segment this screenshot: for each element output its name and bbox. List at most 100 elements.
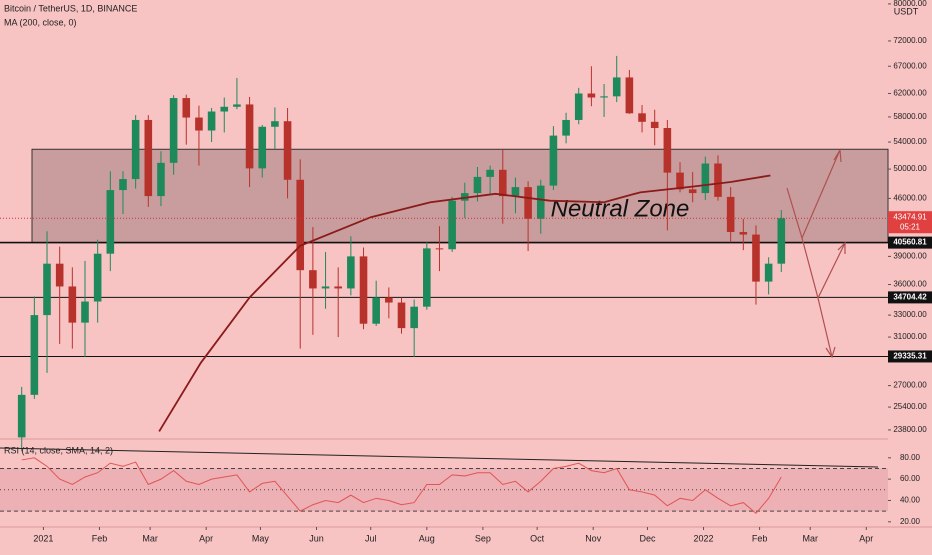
candle-body [385,297,393,303]
y-tick-label: 27000.00 [893,381,927,390]
x-tick-label: 2022 [694,533,714,543]
candle-body [461,193,469,201]
level-label: 34704.42 [893,293,927,302]
x-tick-label: May [252,533,270,543]
candle-body [663,128,672,173]
candle-body [321,286,330,289]
rsi-line [21,457,782,514]
y-tick-label: 54000.00 [893,137,927,146]
candle-body [549,135,558,186]
candle-body [486,169,494,177]
ma-line [158,174,771,432]
candle-body [233,104,241,107]
countdown: 05:21 [900,222,921,231]
candle-body [473,176,482,194]
x-tick-label: 2021 [33,533,53,543]
candle-body [612,77,621,97]
x-tick-label: Apr [199,533,213,543]
candle-body [81,301,89,323]
rsi-y-tick-label: 40.00 [900,496,921,505]
candle-body [30,315,39,395]
y-tick-label: 33000.00 [893,310,927,319]
x-tick-label: Feb [92,533,108,543]
last-price-label: 43474.91 [893,212,927,221]
x-tick-label: Jun [309,533,324,543]
y-tick-label: 72000.00 [893,36,927,45]
candle-body [296,179,305,271]
candle-body [574,93,583,120]
y-tick-label: 80000.00 [893,0,927,8]
candle-body [397,302,406,329]
candle-body [144,119,153,197]
candle-body [714,163,722,197]
x-tick-label: Jul [365,533,377,543]
rsi-trendline [0,447,879,468]
plot: Neutral Zone 80000.00 72000.00 67000.00 6200… [0,0,932,543]
candle-body [283,121,292,180]
y-tick-label: 46000.00 [893,193,927,202]
candle-body [68,286,77,323]
candle-body [334,286,342,289]
candle-body [536,185,545,219]
rsi-y-tick-label: 60.00 [900,474,921,483]
candle-body [498,169,507,197]
candle-body [625,77,634,114]
candle-body [448,200,456,250]
rsi-y-tick-label: 20.00 [900,517,921,526]
x-tick-label: Mar [802,533,818,543]
level-tag [888,291,932,304]
x-tick-label: Mar [142,533,158,543]
candle-body [562,119,570,136]
projection-arrow [817,297,836,359]
candle-body [435,248,444,250]
candle-body [169,98,178,163]
candle-body [309,270,317,289]
candle-body [131,119,140,180]
level-label: 29335.31 [893,352,927,361]
candle-body [726,196,735,233]
candle-body [207,111,216,131]
candle-body [676,172,684,190]
level-tag [888,350,932,363]
candle-body [195,117,203,131]
candle-body [764,263,773,282]
price-axis [888,0,932,550]
x-tick-label: Feb [752,533,768,543]
candle-body [587,93,596,98]
candle-body [93,253,102,302]
candle-body [17,394,26,438]
candle-body [524,187,532,219]
last-price-tag [888,211,932,234]
candle-body [347,256,355,289]
candle-body [271,121,279,127]
y-tick-label: 67000.00 [893,61,927,70]
currency: USDT [894,6,919,16]
rsi-legend: RSI (14, close, SMA, 14, 2) [4,445,113,455]
rsi-y-tick-label: 80.00 [900,453,921,462]
candle-body [258,126,267,169]
candle-body [777,218,786,264]
candle-body [650,121,659,129]
candle-body [119,179,127,191]
ma-legend: MA (200, close, 0) [4,17,77,27]
candle-body [220,106,229,112]
candle-body [157,162,165,197]
x-tick-label: Nov [585,533,602,543]
x-tick-label: Dec [639,533,656,543]
y-tick-label: 50000.00 [893,164,927,173]
candle-body [43,263,51,316]
level-label: 40560.81 [893,238,927,247]
chart-title: Bitcoin / TetherUS, 1D, BINANCE [4,3,137,13]
y-tick-label: 39000.00 [893,252,927,261]
y-tick-label: 58000.00 [893,112,927,121]
y-tick-label: 23800.00 [893,425,927,434]
neutral-zone [31,148,889,244]
projection-arrow [801,237,846,300]
candle-body [752,234,760,282]
candle-body [423,248,431,307]
candle-body [245,104,254,169]
candle-body [511,187,520,197]
zone-label: Neutral Zone [551,195,690,222]
